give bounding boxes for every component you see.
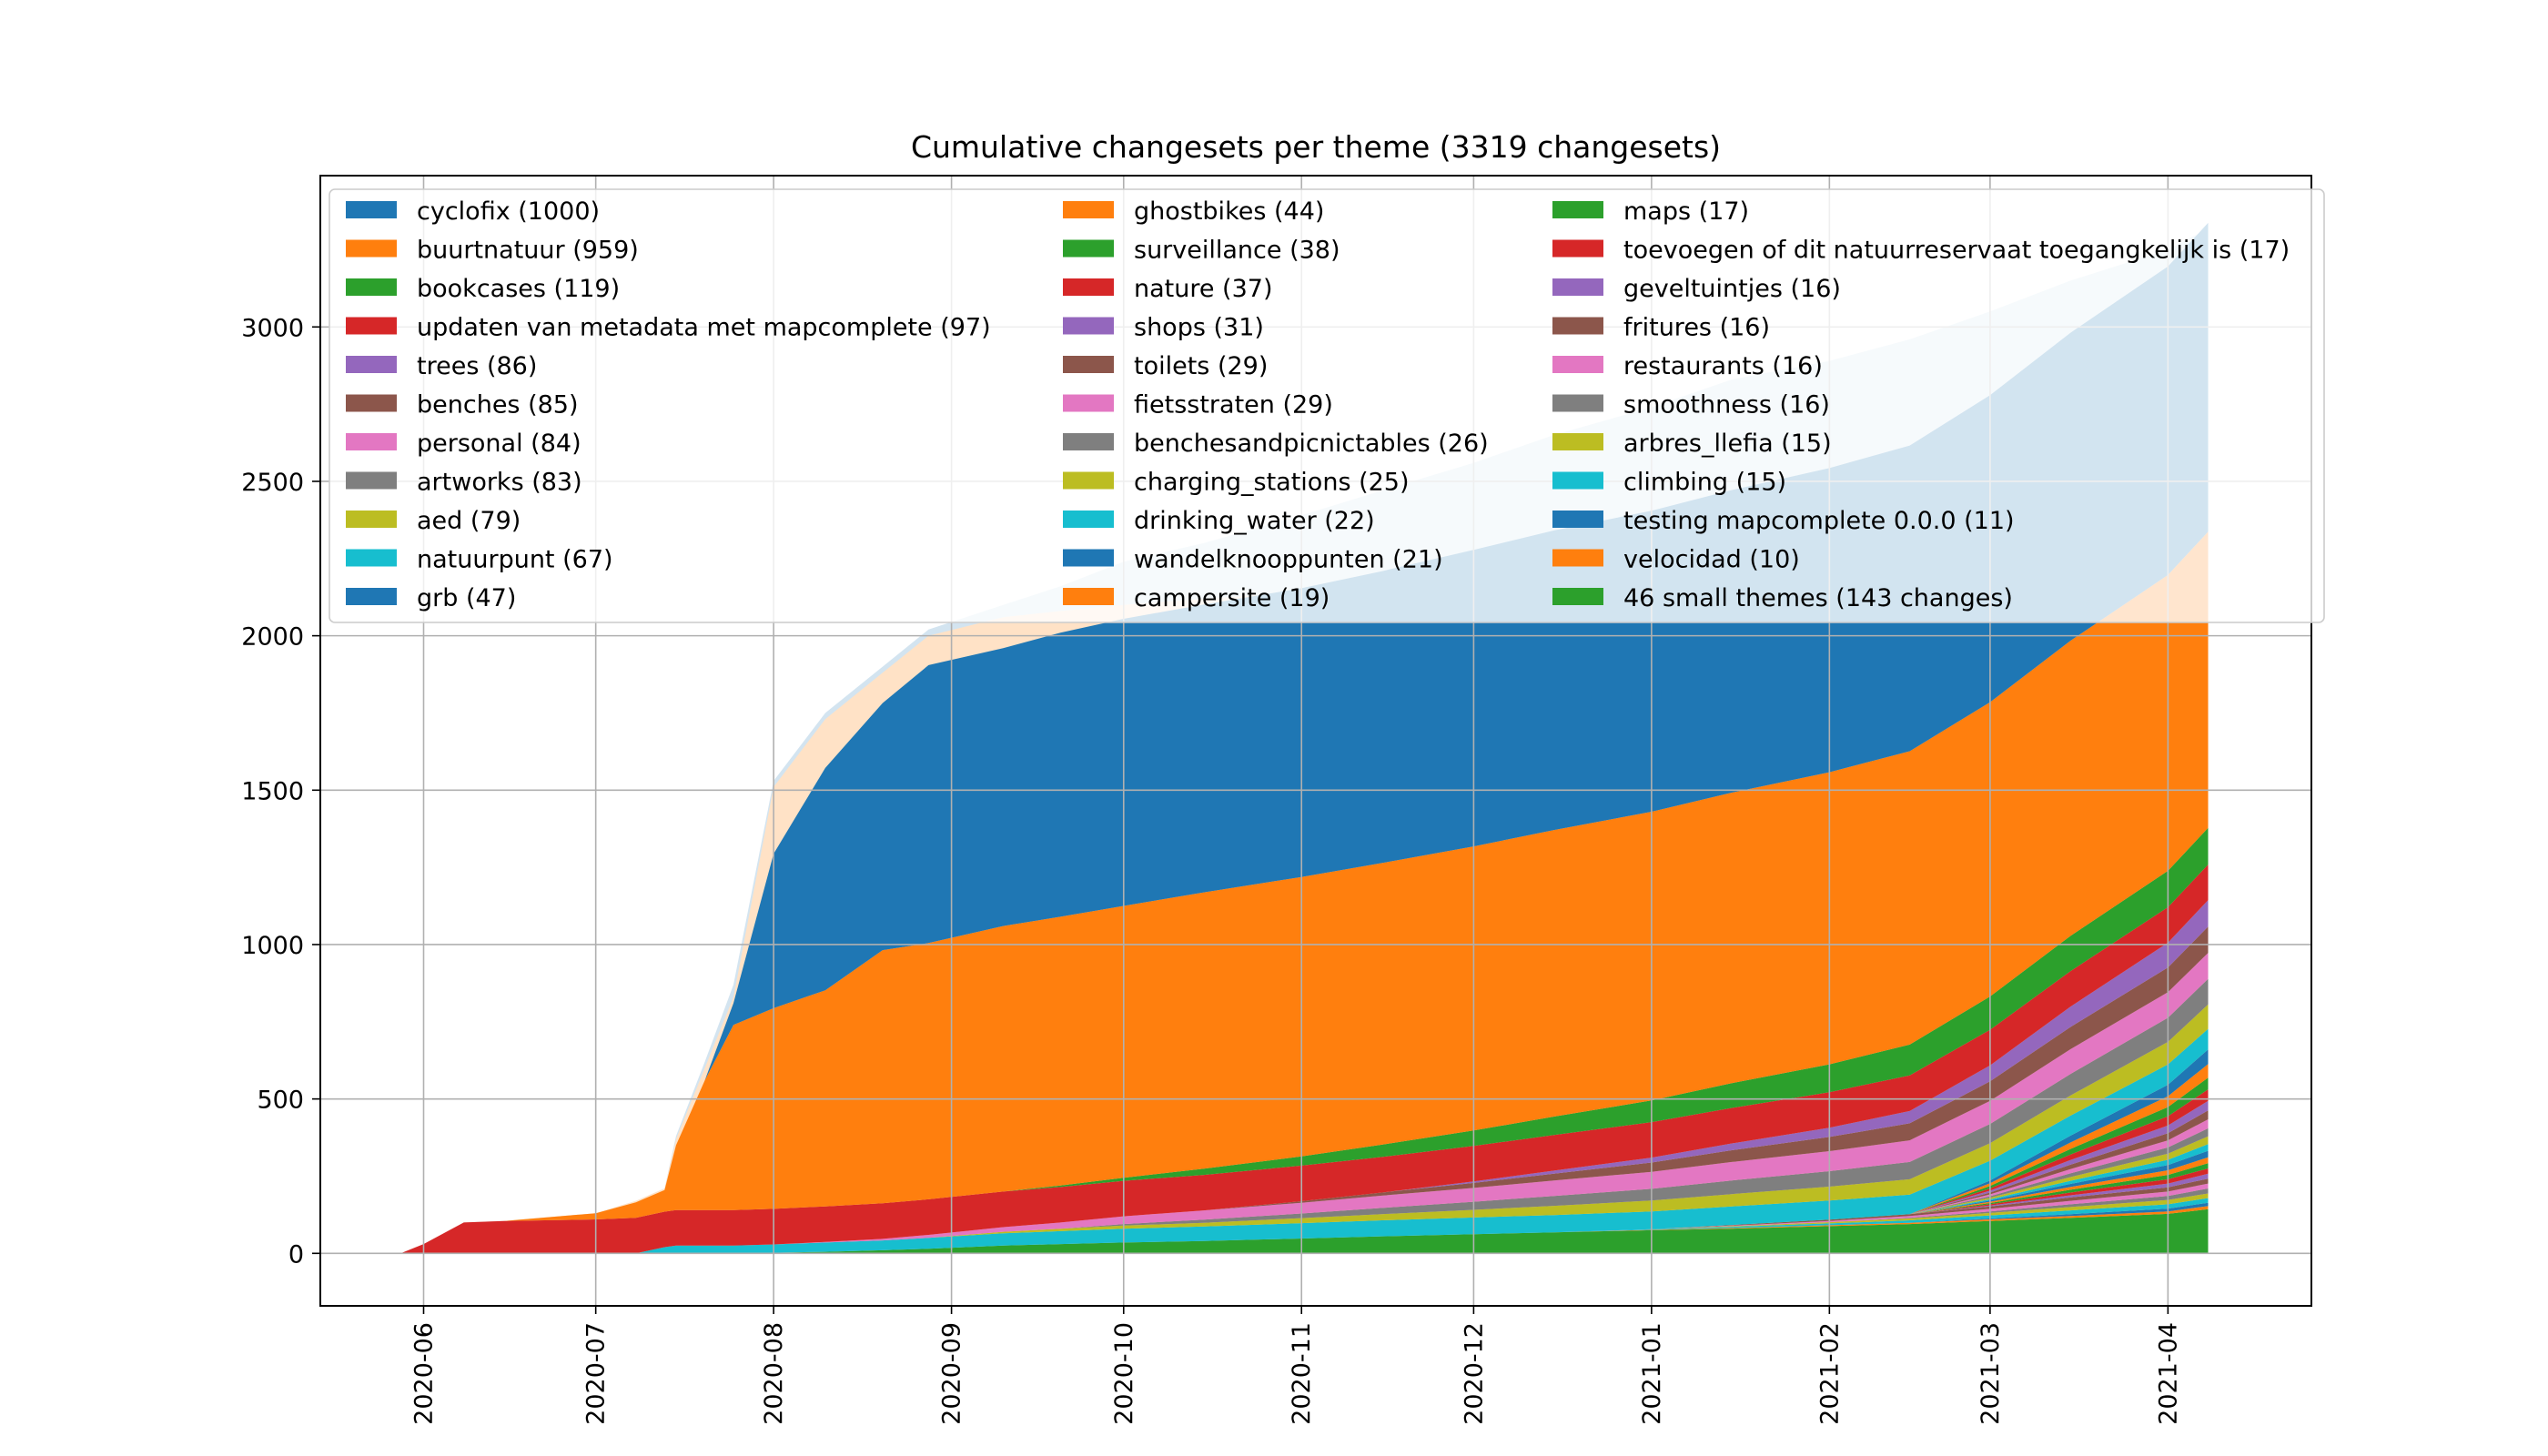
legend-swatch [346, 201, 397, 218]
area-series-29 [400, 864, 2209, 1254]
legend-swatch [1552, 356, 1603, 373]
legend-swatch [1063, 394, 1114, 412]
area-series-31 [400, 531, 2209, 1254]
legend-label: updaten van metadata met mapcomplete (97… [417, 314, 991, 342]
y-tick-label: 2000 [241, 623, 304, 652]
legend-box [329, 188, 2325, 623]
legend: cyclofix (1000) buurtnatuur (959) bookcase… [329, 188, 2325, 623]
legend-label: trees (86) [417, 352, 537, 380]
legend-label: testing mapcomplete 0.0.0 (11) [1623, 507, 2015, 535]
legend-label: shops (31) [1134, 314, 1264, 342]
x-tick-label: 2020-09 [938, 1322, 966, 1425]
legend-label: personal (84) [417, 430, 581, 458]
legend-swatch [346, 471, 397, 490]
legend-swatch [1552, 511, 1603, 528]
legend-swatch [1552, 588, 1603, 605]
legend-swatch [1552, 201, 1603, 218]
legend-label: arbres_llefia (15) [1623, 430, 1832, 458]
legend-swatch [346, 511, 397, 528]
y-tick-label: 1500 [241, 777, 304, 805]
legend-label: benchesandpicnictables (26) [1134, 430, 1489, 458]
legend-label: aed (79) [417, 507, 521, 535]
legend-swatch [346, 317, 397, 335]
legend-swatch [346, 394, 397, 412]
x-tick-label: 2020-06 [410, 1322, 438, 1425]
legend-swatch [1063, 356, 1114, 373]
legend-swatch [1063, 471, 1114, 490]
area-series-32 [400, 222, 2209, 1254]
legend-label: wandelknooppunten (21) [1134, 546, 1443, 574]
legend-label: surveillance (38) [1134, 237, 1340, 265]
x-tick-label: 2021-01 [1638, 1322, 1666, 1425]
legend-swatch [346, 549, 397, 567]
legend-label: restaurants (16) [1623, 352, 1823, 380]
y-tick-label: 500 [257, 1087, 304, 1115]
legend-label: fietsstraten (29) [1134, 391, 1333, 420]
legend-swatch [1552, 239, 1603, 258]
legend-swatch [346, 278, 397, 296]
legend-label: artworks (83) [417, 469, 582, 497]
legend-label: nature (37) [1134, 275, 1272, 303]
x-tick-label: 2020-11 [1288, 1322, 1316, 1425]
legend-label: ghostbikes (44) [1134, 197, 1324, 226]
legend-swatch [1063, 278, 1114, 296]
legend-swatch [1063, 239, 1114, 258]
legend-label: geveltuintjes (16) [1623, 275, 1841, 303]
legend-swatch [1552, 317, 1603, 335]
legend-label: charging_stations (25) [1134, 469, 1410, 497]
area-series-25 [400, 978, 2209, 1254]
legend-swatch [346, 239, 397, 258]
legend-label: 46 small themes (143 changes) [1623, 584, 2013, 612]
legend-swatch [1063, 433, 1114, 450]
plot-frame [319, 175, 2312, 1307]
legend-swatch [1552, 433, 1603, 450]
legend-swatch [346, 356, 397, 373]
legend-label: buurtnatuur (959) [417, 237, 639, 265]
legend-label: maps (17) [1623, 197, 1749, 226]
legend-label: benches (85) [417, 391, 579, 420]
x-tick-label: 2021-02 [1815, 1322, 1844, 1425]
legend-swatch [1552, 549, 1603, 567]
legend-swatch [1552, 394, 1603, 412]
x-tick-label: 2021-03 [1977, 1322, 2005, 1425]
legend-swatch [1552, 278, 1603, 296]
x-tick-label: 2020-08 [760, 1322, 788, 1425]
x-tick-label: 2020-07 [582, 1322, 611, 1425]
legend-swatch [346, 433, 397, 450]
legend-swatch [1063, 588, 1114, 605]
legend-label: smoothness (16) [1623, 391, 1830, 420]
legend-swatch [1063, 201, 1114, 218]
legend-label: bookcases (119) [417, 275, 620, 303]
legend-label: velocidad (10) [1623, 546, 1800, 574]
legend-label: cyclofix (1000) [417, 197, 600, 226]
legend-swatch [1063, 511, 1114, 528]
legend-label: drinking_water (22) [1134, 507, 1375, 535]
chart-title: Cumulative changesets per theme (3319 ch… [911, 129, 1721, 165]
legend-label: grb (47) [417, 584, 516, 612]
legend-swatch [346, 588, 397, 605]
legend-swatch [1552, 471, 1603, 490]
legend-label: natuurpunt (67) [417, 546, 613, 574]
legend-label: fritures (16) [1623, 314, 1770, 342]
legend-label: climbing (15) [1623, 469, 1786, 497]
x-tick-label: 2020-12 [1460, 1322, 1488, 1425]
axes: 0 500 1000 1500 2000 2500 3000 2020-06 2020-07 20… [241, 314, 2182, 1425]
legend-label: toilets (29) [1134, 352, 1268, 380]
y-tick-label: 2500 [241, 469, 304, 497]
y-tick-label: 1000 [241, 932, 304, 960]
x-tick-label: 2020-10 [1110, 1322, 1138, 1425]
y-tick-label: 3000 [241, 314, 304, 342]
x-tick-label: 2021-04 [2154, 1322, 2182, 1425]
legend-swatch [1063, 317, 1114, 335]
area-series-0 [400, 1208, 2209, 1254]
legend-swatch [1063, 549, 1114, 567]
legend-label: toevoegen of dit natuurreservaat toegang… [1623, 237, 2290, 265]
y-tick-label: 0 [288, 1240, 304, 1269]
legend-label: campersite (19) [1134, 584, 1330, 612]
